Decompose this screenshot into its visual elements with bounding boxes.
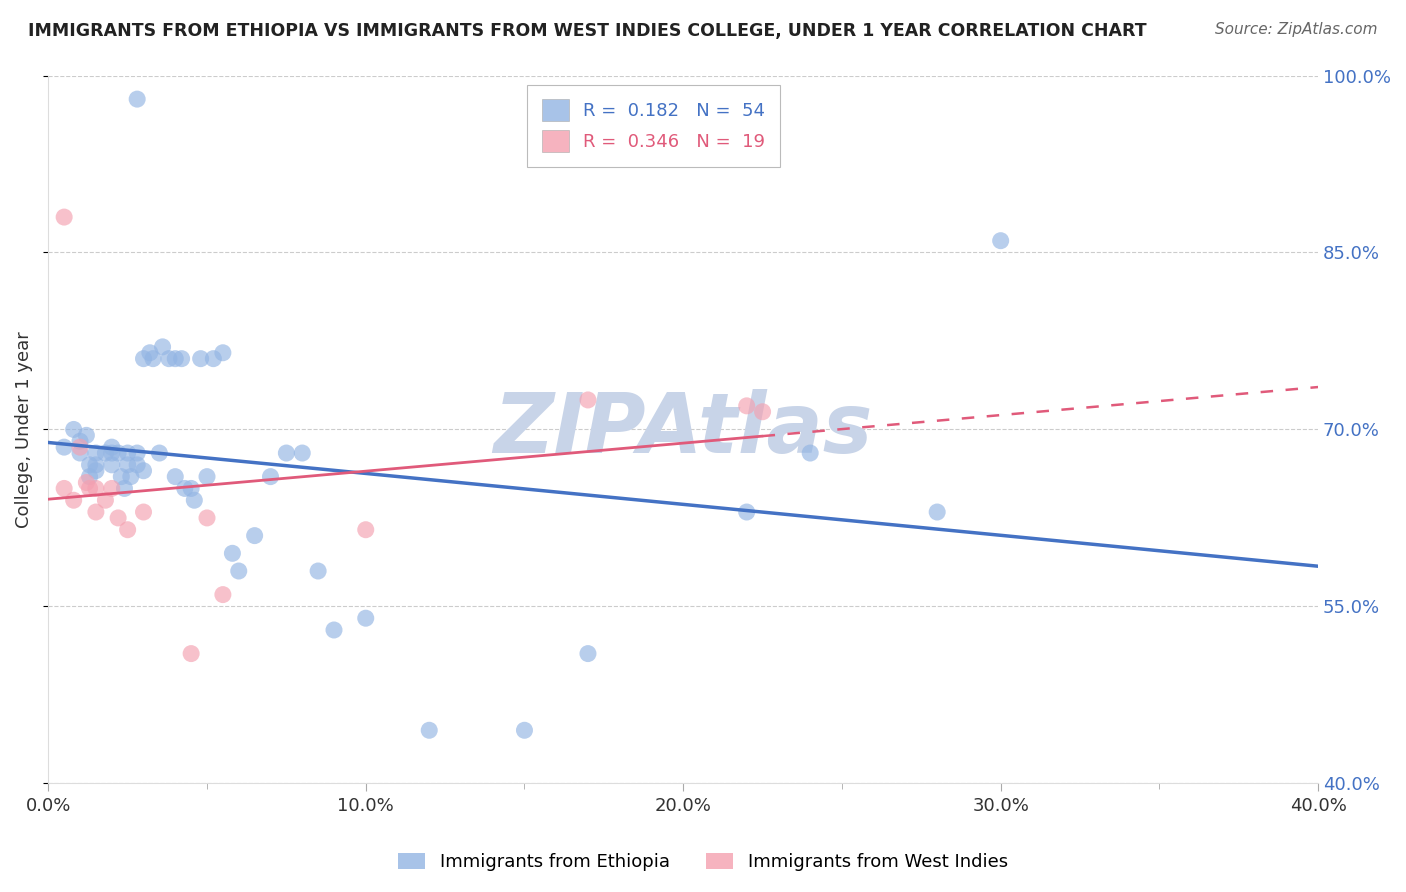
Point bbox=[735, 399, 758, 413]
Point bbox=[212, 345, 235, 359]
Point bbox=[195, 511, 218, 525]
Point bbox=[576, 392, 599, 407]
Point bbox=[69, 446, 91, 460]
Point bbox=[152, 340, 174, 354]
Point bbox=[53, 440, 76, 454]
Point bbox=[84, 464, 107, 478]
Point bbox=[354, 523, 377, 537]
Point bbox=[170, 351, 193, 366]
Point bbox=[183, 493, 205, 508]
Point bbox=[212, 588, 235, 602]
Point bbox=[75, 475, 97, 490]
Point bbox=[53, 482, 76, 496]
Point bbox=[127, 446, 149, 460]
Point bbox=[142, 351, 165, 366]
Point bbox=[990, 234, 1012, 248]
Point bbox=[120, 469, 142, 483]
Point bbox=[259, 469, 281, 483]
Point bbox=[180, 482, 202, 496]
Y-axis label: College, Under 1 year: College, Under 1 year bbox=[15, 331, 32, 528]
Point bbox=[62, 422, 84, 436]
Point bbox=[157, 351, 180, 366]
Point bbox=[79, 482, 101, 496]
Point bbox=[84, 482, 107, 496]
Point bbox=[132, 351, 155, 366]
Point bbox=[323, 623, 346, 637]
Point bbox=[418, 723, 440, 738]
Point bbox=[354, 611, 377, 625]
Point bbox=[139, 345, 162, 359]
Point bbox=[276, 446, 298, 460]
Point bbox=[79, 458, 101, 472]
Point bbox=[751, 405, 773, 419]
Point bbox=[100, 458, 122, 472]
Point bbox=[107, 511, 129, 525]
Point bbox=[307, 564, 329, 578]
Point bbox=[291, 446, 314, 460]
Point bbox=[173, 482, 195, 496]
Point bbox=[100, 440, 122, 454]
Point bbox=[148, 446, 170, 460]
Point bbox=[62, 493, 84, 508]
Point bbox=[132, 464, 155, 478]
Point bbox=[117, 523, 139, 537]
Point bbox=[75, 428, 97, 442]
Point bbox=[927, 505, 949, 519]
Point bbox=[195, 469, 218, 483]
Point bbox=[117, 458, 139, 472]
Point bbox=[513, 723, 536, 738]
Point bbox=[110, 469, 132, 483]
Point bbox=[243, 528, 266, 542]
Point bbox=[84, 458, 107, 472]
Point bbox=[84, 446, 107, 460]
Point bbox=[228, 564, 250, 578]
Point bbox=[107, 446, 129, 460]
Point bbox=[132, 505, 155, 519]
Point bbox=[69, 440, 91, 454]
Point bbox=[94, 493, 117, 508]
Legend: R =  0.182   N =  54, R =  0.346   N =  19: R = 0.182 N = 54, R = 0.346 N = 19 bbox=[527, 85, 779, 167]
Text: IMMIGRANTS FROM ETHIOPIA VS IMMIGRANTS FROM WEST INDIES COLLEGE, UNDER 1 YEAR CO: IMMIGRANTS FROM ETHIOPIA VS IMMIGRANTS F… bbox=[28, 22, 1147, 40]
Point bbox=[576, 647, 599, 661]
Legend: Immigrants from Ethiopia, Immigrants from West Indies: Immigrants from Ethiopia, Immigrants fro… bbox=[391, 846, 1015, 879]
Point bbox=[117, 446, 139, 460]
Point bbox=[190, 351, 212, 366]
Point bbox=[84, 505, 107, 519]
Point bbox=[165, 351, 187, 366]
Point bbox=[127, 92, 149, 106]
Point bbox=[221, 546, 243, 560]
Point bbox=[202, 351, 225, 366]
Point bbox=[100, 446, 122, 460]
Point bbox=[799, 446, 821, 460]
Point bbox=[94, 446, 117, 460]
Point bbox=[69, 434, 91, 449]
Text: ZIPAtlas: ZIPAtlas bbox=[494, 389, 873, 470]
Point bbox=[127, 458, 149, 472]
Text: Source: ZipAtlas.com: Source: ZipAtlas.com bbox=[1215, 22, 1378, 37]
Point bbox=[100, 482, 122, 496]
Point bbox=[53, 210, 76, 224]
Point bbox=[79, 469, 101, 483]
Point bbox=[114, 482, 136, 496]
Point bbox=[735, 505, 758, 519]
Point bbox=[180, 647, 202, 661]
Point bbox=[165, 469, 187, 483]
